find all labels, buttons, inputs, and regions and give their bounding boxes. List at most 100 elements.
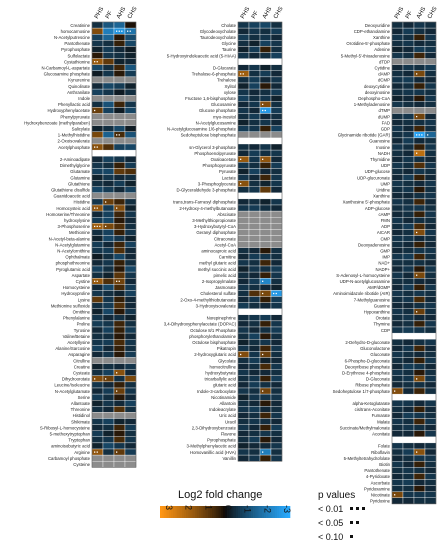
colorbar-segment <box>270 506 273 518</box>
row-label: Hydroxyphenylacetate <box>47 108 90 113</box>
heatmap-cell <box>402 210 415 218</box>
heatmap-cell <box>270 253 283 261</box>
heatmap-cell <box>124 70 137 78</box>
row-label: 2-Aminoadipate <box>60 157 91 162</box>
significance-dot <box>262 353 264 356</box>
heatmap-cell <box>124 229 137 236</box>
heatmap-cell <box>124 302 137 309</box>
pvalue-label: < 0.05 <box>318 518 343 528</box>
heatmap-cell <box>259 369 272 376</box>
heatmap-cell <box>124 265 137 273</box>
heatmap-cell <box>270 271 283 279</box>
heatmap-panel-2: PHS PF AHS CHS CholateGlycodeoxycholateTauro… <box>164 6 285 462</box>
heatmap-cell <box>102 259 115 267</box>
row-label: homocitrulline <box>209 364 236 369</box>
heatmap-cell <box>102 436 115 444</box>
heatmap-cell <box>424 302 437 309</box>
heatmap-cell <box>102 52 115 59</box>
heatmap-cell <box>424 442 437 450</box>
significance-dot <box>275 292 277 295</box>
heatmap-cell <box>402 387 415 395</box>
heatmap-cell <box>424 351 437 358</box>
heatmap-cell <box>124 131 137 139</box>
heatmap-cell <box>113 88 126 96</box>
heatmap-cell <box>391 34 404 41</box>
row-label: Arginine <box>74 450 90 455</box>
heatmap-cell <box>402 369 415 376</box>
heatmap-cell <box>270 217 283 224</box>
heatmap-cell <box>91 351 104 358</box>
row-label: deoxyinosine <box>365 90 391 95</box>
pvalue-legend: p values < 0.01 < 0.05 < 0.10 <box>318 490 365 542</box>
row-label: NAD+ <box>378 261 390 266</box>
heatmap-cell <box>424 369 437 376</box>
heatmap-cell <box>424 149 437 157</box>
heatmap-cell <box>391 326 404 334</box>
heatmap-cell <box>248 320 261 328</box>
heatmap-cell <box>259 406 272 413</box>
heatmap-cell <box>91 247 104 254</box>
significance-dot <box>394 494 396 496</box>
heatmap-cell <box>270 302 283 309</box>
heatmap-cell <box>237 454 250 462</box>
heatmap-cell <box>413 162 426 169</box>
heatmap-cell <box>402 473 415 480</box>
heatmap-cell <box>248 375 261 383</box>
heatmap-cell <box>113 424 126 431</box>
row-label: Pyroglutamic acid <box>56 267 91 272</box>
heatmap-cell <box>402 400 415 407</box>
heatmap-cell <box>259 375 272 383</box>
row-label: 7-Methylguanosine <box>354 297 391 302</box>
heatmap-cell <box>113 76 126 84</box>
heatmap-cell <box>402 192 415 200</box>
heatmap-cell <box>424 70 437 78</box>
significance-dot <box>127 30 129 32</box>
row-label: 3-Phosphoserine <box>58 224 91 229</box>
row-label: Cysteate <box>73 370 91 375</box>
heatmap-cell <box>402 34 415 41</box>
heatmap-cell <box>259 143 272 151</box>
heatmap-cell <box>113 46 126 53</box>
colorbar-tick-label: -1 <box>243 505 253 513</box>
heatmap-cell <box>102 339 115 346</box>
heatmap-cell <box>413 430 426 437</box>
heatmap-cell <box>237 107 250 114</box>
heatmap-cell <box>424 424 437 431</box>
significance-dot <box>421 134 423 136</box>
heatmap-cell <box>237 284 250 291</box>
heatmap-cell <box>237 125 250 132</box>
heatmap-cell <box>113 223 126 230</box>
colorbar-segment <box>186 506 189 518</box>
colorbar-segment <box>244 506 247 518</box>
heatmap-cell <box>413 326 426 334</box>
heatmap-cell <box>391 174 404 181</box>
heatmap-cell <box>91 76 104 84</box>
heatmap-cell <box>270 76 283 84</box>
row-label: Jasmonate <box>215 285 237 290</box>
colorbar-segment <box>222 506 226 518</box>
row-label: Sedoheptulose bisphosphate <box>181 133 237 138</box>
heatmap-cell <box>248 198 261 206</box>
colorbar-segment <box>225 506 228 518</box>
heatmap-cell <box>391 180 404 187</box>
heatmap-cell <box>91 259 104 267</box>
heatmap-cell <box>102 351 115 358</box>
heatmap-cell <box>113 357 126 364</box>
heatmap-cell <box>413 70 426 78</box>
heatmap-cell <box>248 21 261 29</box>
row-label: aminoisobutyric acid <box>51 444 91 449</box>
heatmap-cell <box>102 82 115 90</box>
heatmap-cell <box>91 235 104 242</box>
heatmap-cell <box>237 302 250 309</box>
heatmap-cell <box>248 241 261 248</box>
heatmap-cell <box>113 418 126 425</box>
row-label: xylose <box>224 90 237 95</box>
significance-dot <box>96 280 98 282</box>
heatmap-cell <box>391 70 404 78</box>
significance-dot <box>116 134 118 136</box>
heatmap-cell <box>113 21 126 29</box>
heatmap-cell <box>113 180 126 187</box>
heatmap-cell <box>391 467 404 474</box>
row-label: Gluconate <box>370 352 390 357</box>
heatmap-cell <box>259 168 272 175</box>
